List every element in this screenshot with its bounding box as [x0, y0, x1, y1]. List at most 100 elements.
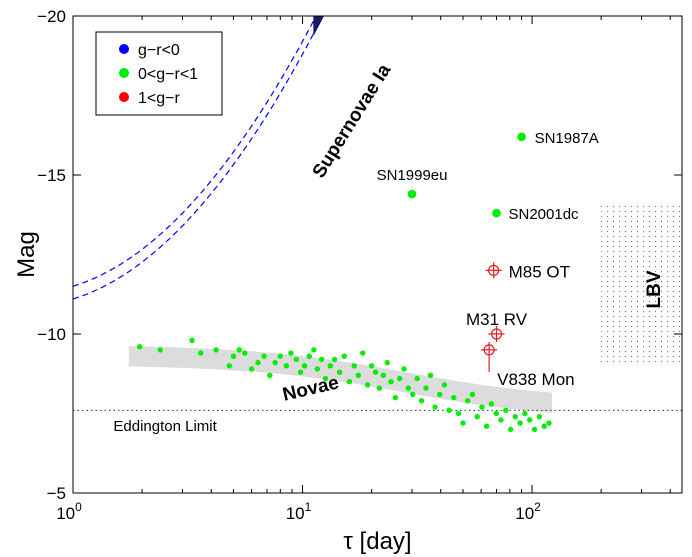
- nova-point: [446, 407, 452, 414]
- label-m31-rv: M31 RV: [466, 310, 528, 329]
- nova-point: [396, 375, 403, 382]
- eddington-label: Eddington Limit: [113, 418, 217, 435]
- nova-point: [541, 423, 547, 429]
- nova-point: [230, 353, 237, 359]
- nova-point: [311, 347, 317, 353]
- legend-marker: [119, 68, 129, 78]
- nova-point: [322, 375, 329, 382]
- lbv-label: LBV: [644, 270, 665, 308]
- nova-point: [527, 417, 533, 423]
- nova-point: [341, 353, 347, 359]
- nova-point: [418, 398, 425, 404]
- nova-point: [136, 344, 143, 350]
- legend-marker: [119, 44, 129, 54]
- y-tick-label: −20: [37, 7, 66, 26]
- nova-point: [293, 356, 300, 363]
- nova-point: [277, 353, 283, 359]
- nova-point: [380, 372, 387, 379]
- legend-marker: [119, 92, 129, 102]
- label-m85-ot: M85 OT: [509, 262, 570, 281]
- nova-point: [503, 407, 509, 414]
- x-axis-label: τ [day]: [343, 528, 411, 555]
- nova-point: [460, 420, 466, 426]
- legend-label: 1<g−r: [138, 90, 180, 107]
- nova-point: [498, 417, 504, 423]
- nova-point: [331, 356, 338, 363]
- nova-point: [261, 353, 267, 359]
- nova-point: [318, 356, 325, 363]
- point-sn2001dc: [492, 208, 501, 218]
- nova-point: [464, 398, 471, 404]
- nova-point: [306, 353, 312, 359]
- nova-point: [314, 366, 321, 372]
- nova-point: [474, 413, 480, 420]
- point-v838-mon: [481, 341, 498, 372]
- legend-box: [95, 31, 223, 116]
- nova-point: [531, 426, 538, 433]
- nova-point: [546, 420, 552, 426]
- nova-point: [483, 423, 490, 429]
- nova-point: [414, 375, 420, 382]
- nova-point: [327, 363, 333, 369]
- nova-point: [283, 363, 290, 369]
- nova-point: [346, 379, 353, 385]
- x-tick-label: 101: [286, 500, 312, 523]
- lbv-region: [601, 203, 682, 363]
- sn-ia-dashed-upper: [73, 16, 317, 287]
- nova-point: [423, 385, 429, 391]
- nova-point: [401, 366, 407, 372]
- nova-point: [189, 337, 195, 344]
- y-axis-label: Mag: [13, 231, 40, 278]
- y-tick-label: −15: [37, 166, 66, 185]
- nova-point: [242, 350, 248, 356]
- nova-point: [213, 347, 219, 353]
- nova-point: [392, 394, 399, 401]
- nova-point: [432, 404, 438, 410]
- y-tick-label: −5: [47, 484, 66, 503]
- nova-point: [437, 391, 443, 398]
- point-m85-ot: [485, 262, 502, 279]
- nova-point: [455, 410, 462, 417]
- nova-point: [248, 366, 255, 372]
- nova-point: [355, 372, 362, 379]
- nova-point: [360, 350, 366, 356]
- nova-point: [272, 359, 278, 366]
- nova-point: [197, 350, 204, 356]
- nova-point: [255, 359, 261, 366]
- nova-point: [469, 391, 476, 398]
- nova-point: [479, 404, 485, 410]
- nova-point: [376, 385, 383, 391]
- nova-point: [336, 369, 343, 375]
- nova-point: [441, 382, 448, 388]
- y-tick-label: −10: [37, 325, 66, 344]
- nova-point: [368, 363, 375, 369]
- x-tick-label: 100: [56, 500, 82, 523]
- x-tick-label: 102: [515, 500, 541, 523]
- nova-point: [157, 347, 163, 353]
- legend-label: g−r<0: [138, 42, 180, 59]
- legend-label: 0<g−r<1: [138, 66, 198, 83]
- label-v838-mon: V838 Mon: [497, 370, 574, 389]
- nova-point: [522, 410, 528, 417]
- nova-point: [351, 363, 357, 369]
- nova-point: [388, 379, 394, 385]
- nova-point: [267, 372, 273, 379]
- point-sn1987a: [517, 132, 526, 142]
- plot-frame: [72, 15, 683, 494]
- point-m31-rv: [488, 326, 505, 342]
- nova-point: [236, 347, 242, 353]
- sn-ia-dashed-lower: [73, 27, 318, 300]
- label-sn1987a: SN1987A: [535, 130, 599, 147]
- sn-ia-band: [313, 16, 324, 35]
- nova-point: [410, 391, 416, 398]
- label-sn1999eu: SN1999eu: [377, 167, 448, 184]
- nova-point: [517, 420, 523, 426]
- nova-point: [427, 372, 434, 379]
- point-sn1999eu: [407, 189, 417, 199]
- nova-point: [364, 382, 371, 388]
- label-sn2001dc: SN2001dc: [509, 206, 580, 223]
- nova-point: [372, 369, 379, 375]
- nova-point: [301, 363, 308, 369]
- nova-point: [493, 410, 499, 417]
